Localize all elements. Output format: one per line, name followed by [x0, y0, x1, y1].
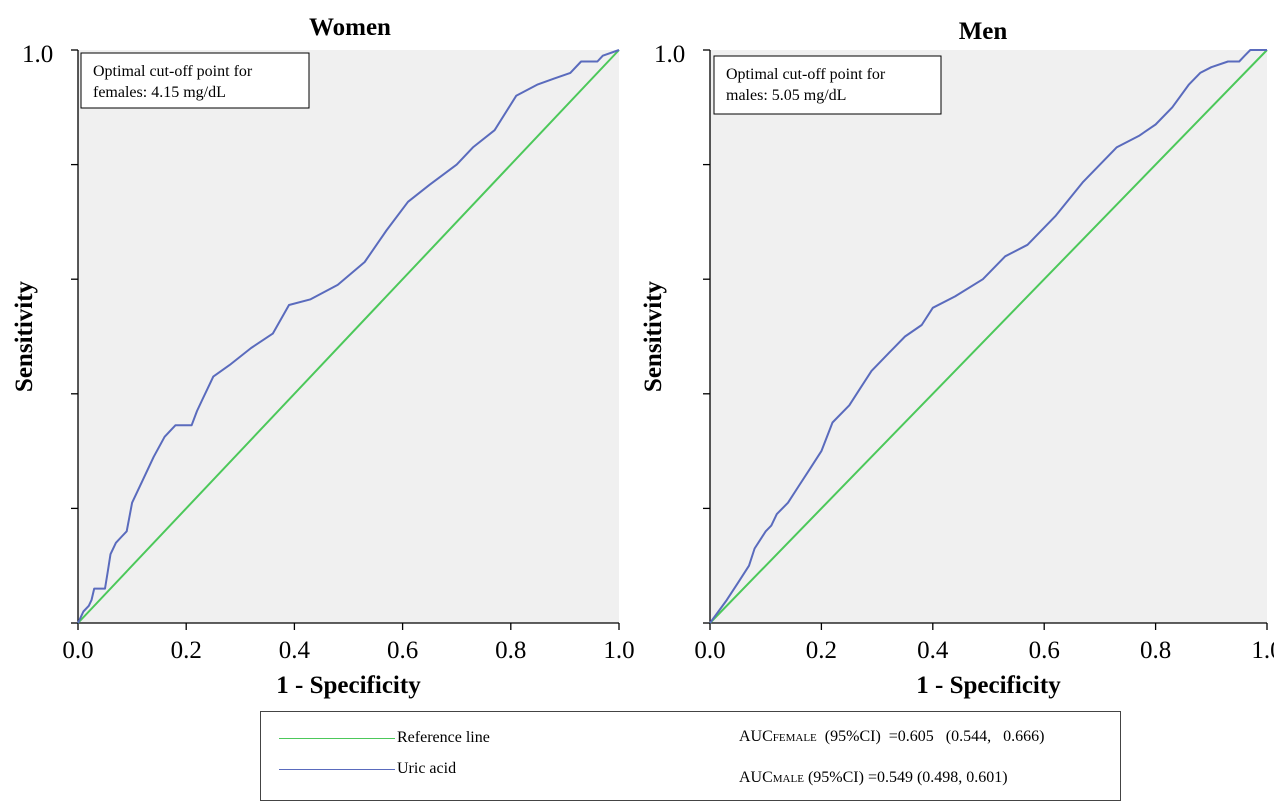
- y-tick-label-men: 1.0: [654, 41, 685, 68]
- legend-reference-label: Reference line: [397, 729, 490, 746]
- cutoff-box-women: [80, 52, 310, 109]
- legend-reference-swatch: [279, 737, 395, 739]
- series-line-reference-line-women: [77, 49, 620, 624]
- x-axis-label-men: 1 - Specificity: [916, 672, 1061, 699]
- legend-uric-acid-swatch: [279, 768, 395, 770]
- cutoff-text-men-0: Optimal cut-off point for: [726, 66, 886, 83]
- cutoff-text-men-1: males: 5.05 mg/dL: [726, 87, 846, 104]
- x-tick-label-men-4: 0.8: [1140, 637, 1171, 664]
- x-axis-label-women: 1 - Specificity: [276, 672, 421, 699]
- y-axis-label-men: Sensitivity: [640, 280, 667, 392]
- x-tick-label-women-4: 0.8: [495, 637, 526, 664]
- legend-box: Reference line Uric acid AUCFEMALE (95%C…: [260, 711, 1121, 801]
- x-tick-label-men-1: 0.2: [806, 637, 837, 664]
- roc-figure: Women 1.0 0.0 0.2 0.4 0.6 0.8 1.0 1 - Specificit…: [11, 14, 1274, 699]
- series-line-uric-acid-women: [77, 49, 620, 624]
- x-tick-label-women-1: 0.2: [171, 637, 202, 664]
- panel-title-men: Men: [959, 18, 1008, 45]
- cutoff-text-women-0: Optimal cut-off point for: [93, 63, 253, 80]
- y-tick-label-women: 1.0: [22, 41, 53, 68]
- cutoff-box-men: [713, 55, 942, 115]
- auc-male-text: AUCMALE (95%CI) =0.549 (0.498, 0.601): [739, 769, 1008, 787]
- x-tick-label-women-2: 0.4: [279, 637, 311, 664]
- legend-uric-acid-label: Uric acid: [397, 760, 457, 777]
- auc-female-text: AUCFEMALE (95%CI) =0.605 (0.544, 0.666): [739, 728, 1044, 746]
- series-line-uric-acid-men: [709, 49, 1267, 624]
- x-tick-label-women-5: 1.0: [603, 637, 634, 664]
- x-tick-label-women-3: 0.6: [387, 637, 418, 664]
- x-tick-label-women-0: 0.0: [62, 637, 93, 664]
- auc-male-prefix: AUC: [739, 769, 773, 786]
- legend-item-reference: Reference line: [279, 728, 490, 748]
- x-tick-label-men-3: 0.6: [1029, 637, 1060, 664]
- legend-item-uric-acid: Uric acid: [279, 759, 456, 779]
- panel-title-women: Women: [309, 14, 391, 41]
- auc-male-values: (95%CI) =0.549 (0.498, 0.601): [803, 769, 1008, 786]
- auc-male-subscript: MALE: [772, 773, 804, 785]
- auc-female-values: (95%CI) =0.605 (0.544, 0.666): [816, 728, 1045, 745]
- y-axis-label-women: Sensitivity: [11, 280, 38, 392]
- auc-female-subscript: FEMALE: [772, 732, 817, 744]
- auc-female-prefix: AUC: [739, 728, 773, 745]
- series-line-reference-line-men: [709, 49, 1268, 624]
- x-tick-label-men-2: 0.4: [917, 637, 949, 664]
- x-tick-label-men-5: 1.0: [1251, 637, 1274, 664]
- cutoff-text-women-1: females: 4.15 mg/dL: [93, 84, 226, 101]
- x-tick-label-men-0: 0.0: [694, 637, 725, 664]
